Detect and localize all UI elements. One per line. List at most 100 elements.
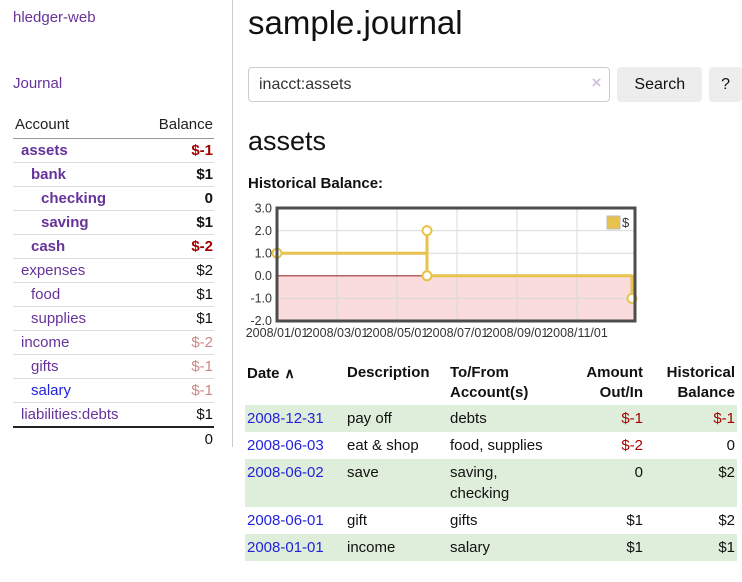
register-header-description: Description <box>347 364 430 381</box>
chart-legend: $ <box>606 215 630 230</box>
svg-text:-1.0: -1.0 <box>250 292 272 306</box>
transaction-description: eat & shop <box>347 437 419 454</box>
transaction-description: save <box>347 464 379 481</box>
account-row-cash: cash $-2 <box>13 234 214 259</box>
account-link-expenses[interactable]: expenses <box>21 262 86 279</box>
transaction-amount: $1 <box>626 512 643 529</box>
transaction-amount: $1 <box>626 539 643 556</box>
transaction-accounts: gifts <box>450 512 478 529</box>
account-balance: $1 <box>143 306 214 331</box>
svg-text:2008/05/01: 2008/05/01 <box>366 326 429 340</box>
legend-swatch-icon <box>606 215 621 230</box>
transaction-description: income <box>347 539 396 556</box>
account-row-bank: bank $1 <box>13 162 214 187</box>
transaction-accounts: debts <box>450 410 487 427</box>
sidebar-item-journal[interactable]: Journal <box>13 75 63 92</box>
account-link-salary[interactable]: salary <box>31 382 72 399</box>
transaction-description: pay off <box>347 410 392 427</box>
account-balance: $-1 <box>143 354 214 379</box>
transaction-balance: $2 <box>718 512 735 529</box>
register-row: 2008-06-02 save saving, checking 0 $2 <box>245 459 737 507</box>
account-balance: 0 <box>143 186 214 211</box>
transaction-date-link[interactable]: 2008-06-03 <box>247 437 324 454</box>
register-header-balance: Historical Balance <box>666 364 735 401</box>
account-balance: $1 <box>143 282 214 307</box>
svg-text:2008/01/01: 2008/01/01 <box>246 326 309 340</box>
account-link-supplies[interactable]: supplies <box>31 310 87 327</box>
account-row-salary: salary $-1 <box>13 378 214 403</box>
account-balance: $2 <box>143 258 214 283</box>
account-link-liabilities-debts[interactable]: liabilities:debts <box>21 406 119 423</box>
account-link-cash[interactable]: cash <box>31 238 66 255</box>
account-link-checking[interactable]: checking <box>41 190 107 207</box>
sort-ascending-icon[interactable]: ∧ <box>284 365 295 381</box>
transaction-amount: $-1 <box>621 410 643 427</box>
account-link-food[interactable]: food <box>31 286 61 303</box>
register-row: 2008-06-01 gift gifts $1 $2 <box>245 507 737 534</box>
transaction-accounts: saving, checking <box>450 464 510 502</box>
historical-balance-chart: $ 3.0 2.0 1.0 0.0 -1.0 -2.0 2008/01/01 2… <box>246 202 638 340</box>
register-header-tofrom: To/From Account(s) <box>450 364 529 401</box>
account-balance: $-2 <box>143 234 214 259</box>
account-link-assets[interactable]: assets <box>21 142 68 159</box>
transaction-amount: $-2 <box>621 437 643 454</box>
transaction-accounts: food, supplies <box>450 437 543 454</box>
transaction-accounts: salary <box>450 539 491 556</box>
chart-border <box>275 206 637 323</box>
accounts-total-row: 0 <box>13 426 214 451</box>
transaction-balance: $2 <box>718 464 735 481</box>
transaction-amount: 0 <box>634 464 643 481</box>
account-link-income[interactable]: income <box>21 334 70 351</box>
svg-text:3.0: 3.0 <box>255 202 272 216</box>
search-input[interactable] <box>248 67 611 102</box>
account-link-bank[interactable]: bank <box>31 166 67 183</box>
account-row-gifts: gifts $-1 <box>13 354 214 379</box>
account-row-food: food $1 <box>13 282 214 307</box>
register-row: 2008-06-03 eat & shop food, supplies $-2… <box>245 432 737 459</box>
transaction-date-link[interactable]: 2008-06-01 <box>247 512 324 529</box>
chart-balance-line <box>277 229 634 299</box>
transaction-date-link[interactable]: 2008-01-01 <box>247 539 324 556</box>
svg-text:0.0: 0.0 <box>255 269 272 283</box>
account-row-assets: assets $-1 <box>13 138 214 163</box>
accounts-header-balance: Balance <box>143 112 214 139</box>
account-link-gifts[interactable]: gifts <box>31 358 59 375</box>
account-row-saving: saving $1 <box>13 210 214 235</box>
legend-label: $ <box>622 215 630 230</box>
account-row-expenses: expenses $2 <box>13 258 214 283</box>
register-row: 2008-01-01 income salary $1 $1 <box>245 534 737 561</box>
account-balance: $-1 <box>143 138 214 163</box>
register-header-amount: Amount Out/In <box>586 364 643 401</box>
app-title-link[interactable]: hledger-web <box>13 9 96 26</box>
account-heading: assets <box>248 126 327 156</box>
search-form: × Search ? <box>248 67 742 102</box>
svg-text:1.0: 1.0 <box>255 247 272 261</box>
account-row-income: income $-2 <box>13 330 214 355</box>
transaction-date-link[interactable]: 2008-12-31 <box>247 410 324 427</box>
svg-text:-2.0: -2.0 <box>250 314 272 328</box>
account-row-supplies: supplies $1 <box>13 306 214 331</box>
svg-text:2008/07/01: 2008/07/01 <box>426 326 489 340</box>
main-content: sample.journal × Search ? assets Histori… <box>245 0 742 561</box>
register-header-date[interactable]: Date ∧ <box>247 365 295 382</box>
svg-text:2008/03/01: 2008/03/01 <box>306 326 369 340</box>
account-link-saving[interactable]: saving <box>41 214 89 231</box>
chart-x-axis: 2008/01/01 2008/03/01 2008/05/01 2008/07… <box>246 326 608 340</box>
transaction-balance: $-1 <box>713 410 735 427</box>
transaction-balance: 0 <box>726 437 735 454</box>
accounts-table-header: Account Balance <box>13 112 214 139</box>
accounts-total-value: 0 <box>143 426 214 451</box>
accounts-table: Account Balance assets $-1 bank $1 check… <box>13 112 214 451</box>
svg-text:2.0: 2.0 <box>255 224 272 238</box>
transaction-date-link[interactable]: 2008-06-02 <box>247 464 324 481</box>
search-button[interactable]: Search <box>617 67 703 102</box>
account-balance: $1 <box>143 210 214 235</box>
register-row: 2008-12-31 pay off debts $-1 $-1 <box>245 405 737 432</box>
svg-text:2008/11/01: 2008/11/01 <box>546 326 608 340</box>
clear-search-icon[interactable]: × <box>591 73 602 92</box>
help-button[interactable]: ? <box>709 67 742 102</box>
chart-y-axis: 3.0 2.0 1.0 0.0 -1.0 -2.0 <box>250 202 272 328</box>
page-title: sample.journal <box>248 4 463 41</box>
account-row-liabilities-debts: liabilities:debts $1 <box>13 402 214 428</box>
transaction-balance: $1 <box>718 539 735 556</box>
